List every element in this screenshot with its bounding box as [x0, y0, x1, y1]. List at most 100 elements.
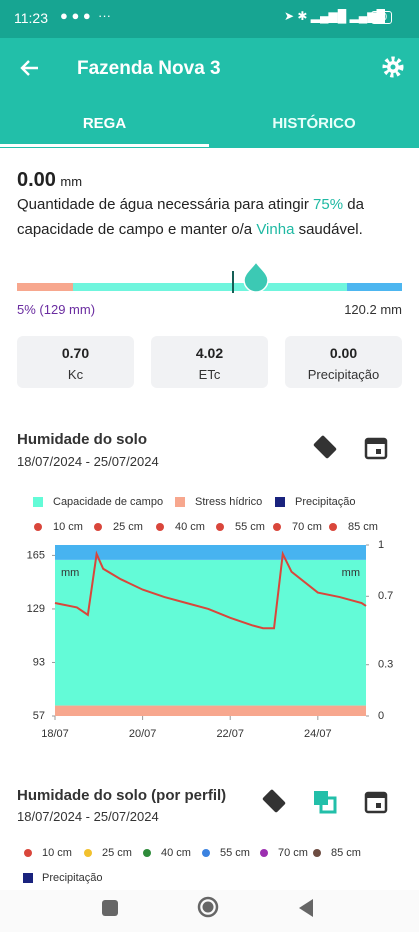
legend-swatch	[175, 497, 185, 507]
legend-marker	[94, 523, 102, 531]
legend-label: 25 cm	[102, 847, 132, 859]
text-highlight: 75%	[313, 196, 344, 213]
tab-indicator	[0, 144, 209, 147]
legend-marker	[329, 523, 337, 531]
text-highlight: Vinha	[256, 221, 295, 238]
chart-title: Humidade do solo	[17, 431, 148, 448]
nav-home[interactable]	[197, 896, 219, 918]
slider-stress	[17, 283, 73, 291]
text: Quantidade de água necessária para ating…	[17, 196, 314, 213]
calendar-button[interactable]	[364, 790, 388, 814]
profile-chart-legend: 10 cm 25 cm 40 cm 55 cm 70 cm 85 cm Precipitaç…	[23, 847, 361, 884]
y-tick-label: 93	[33, 656, 45, 668]
legend-label: 85 cm	[331, 847, 361, 859]
notification-icons: ● ● ● ···	[60, 8, 111, 23]
amount-value: 0.00	[17, 169, 56, 191]
band	[55, 545, 366, 560]
water-amount: 0.00 mm	[17, 169, 82, 192]
line	[54, 550, 367, 630]
y-tick-label: 165	[27, 549, 45, 561]
legend-label: 55 cm	[220, 847, 250, 859]
x-tick-label: 18/07	[41, 728, 69, 740]
slider-excess	[347, 283, 402, 291]
legend-label: 70 cm	[292, 521, 322, 533]
time: 11:23	[14, 10, 48, 26]
legend-label: 70 cm	[278, 847, 308, 859]
stat-value: 0.00	[329, 345, 358, 361]
moisture-slider	[17, 260, 402, 293]
legend-label: 40 cm	[175, 521, 205, 533]
summary-text: Quantidade de água necessária para ating…	[17, 192, 407, 242]
x-tick-label: 20/07	[129, 728, 157, 740]
stat-label: ETc	[198, 367, 221, 382]
legend-marker	[260, 849, 268, 857]
legend-label: 25 cm	[113, 521, 143, 533]
y2-tick-label: 0	[378, 710, 384, 722]
soil-moisture-chart: Capacidade de campo Stress hídrico Precipi…	[27, 496, 394, 740]
system-icons: ➤ ✱ ▂▄▆█ ▂▄▆█	[284, 9, 386, 23]
chart-subtitle: 18/07/2024 - 25/07/2024	[17, 454, 159, 469]
legend-label: Precipitação	[295, 496, 356, 508]
annotation: mm	[61, 567, 79, 579]
legend-marker	[24, 849, 32, 857]
slider-left-label: 5% (129 mm)	[17, 302, 96, 317]
status-bar: 11:23 ● ● ● ··· ➤ ✱ ▂▄▆█ ▂▄▆█ 30	[0, 0, 419, 38]
settings-button[interactable]	[381, 55, 405, 79]
x-tick-label: 24/07	[304, 728, 332, 740]
slider-thumb[interactable]	[243, 260, 269, 293]
slider-target	[232, 271, 234, 293]
legend-label: Capacidade de campo	[53, 496, 163, 508]
nav-recents[interactable]	[101, 899, 119, 917]
tab-historico[interactable]: HISTÓRICO	[272, 115, 356, 132]
stat-value: 4.02	[195, 345, 224, 361]
y-tick-label: 129	[27, 603, 45, 615]
stat-card: 0.70 Kc	[17, 336, 134, 388]
legend-marker	[216, 523, 224, 531]
slider-right-label: 120.2 mm	[344, 302, 402, 317]
back-button[interactable]	[18, 56, 42, 80]
stat-value: 0.70	[61, 345, 90, 361]
legend-marker	[143, 849, 151, 857]
legend-marker	[156, 523, 164, 531]
x-tick-label: 22/07	[216, 728, 244, 740]
navigation-bar	[0, 890, 419, 932]
legend-marker	[313, 849, 321, 857]
legend-label: Stress hídrico	[195, 496, 262, 508]
legend-label: 55 cm	[235, 521, 265, 533]
legend-label: 40 cm	[161, 847, 191, 859]
calendar-button[interactable]	[364, 436, 388, 460]
band	[55, 559, 366, 706]
y2-tick-label: 0.7	[378, 590, 393, 602]
stat-label: Kc	[67, 367, 84, 382]
stat-card: 4.02 ETc	[151, 336, 268, 388]
slider-capacity	[73, 283, 348, 291]
app-bar: Fazenda Nova 3 REGA HISTÓRICO	[0, 38, 419, 148]
legend-marker	[84, 849, 92, 857]
legend-label: 10 cm	[53, 521, 83, 533]
legend-label: Precipitação	[42, 872, 103, 884]
band	[55, 705, 366, 716]
layers-button[interactable]	[312, 789, 338, 815]
legend-marker	[34, 523, 42, 531]
rotate-button[interactable]	[312, 434, 338, 460]
legend-marker	[273, 523, 281, 531]
tab-rega[interactable]: REGA	[82, 115, 127, 132]
rotate-button[interactable]	[261, 788, 287, 814]
battery: 30	[371, 11, 393, 24]
legend-label: 10 cm	[42, 847, 72, 859]
chart2-title: Humidade do solo (por perfil)	[17, 787, 227, 804]
legend-marker	[202, 849, 210, 857]
legend-label: 85 cm	[348, 521, 378, 533]
annotation: mm	[342, 567, 360, 579]
text: da capacidade de campo e manter o/a	[17, 196, 364, 238]
y2-tick-label: 1	[378, 539, 384, 551]
screen-title: Fazenda Nova 3	[77, 58, 221, 79]
stat-label: Precipitação	[307, 367, 380, 382]
legend-swatch	[23, 873, 33, 883]
chart2-subtitle: 18/07/2024 - 25/07/2024	[17, 809, 159, 824]
y2-tick-label: 0.3	[378, 659, 393, 671]
legend-swatch	[275, 497, 285, 507]
nav-back[interactable]	[297, 898, 315, 918]
amount-unit: mm	[60, 174, 83, 189]
